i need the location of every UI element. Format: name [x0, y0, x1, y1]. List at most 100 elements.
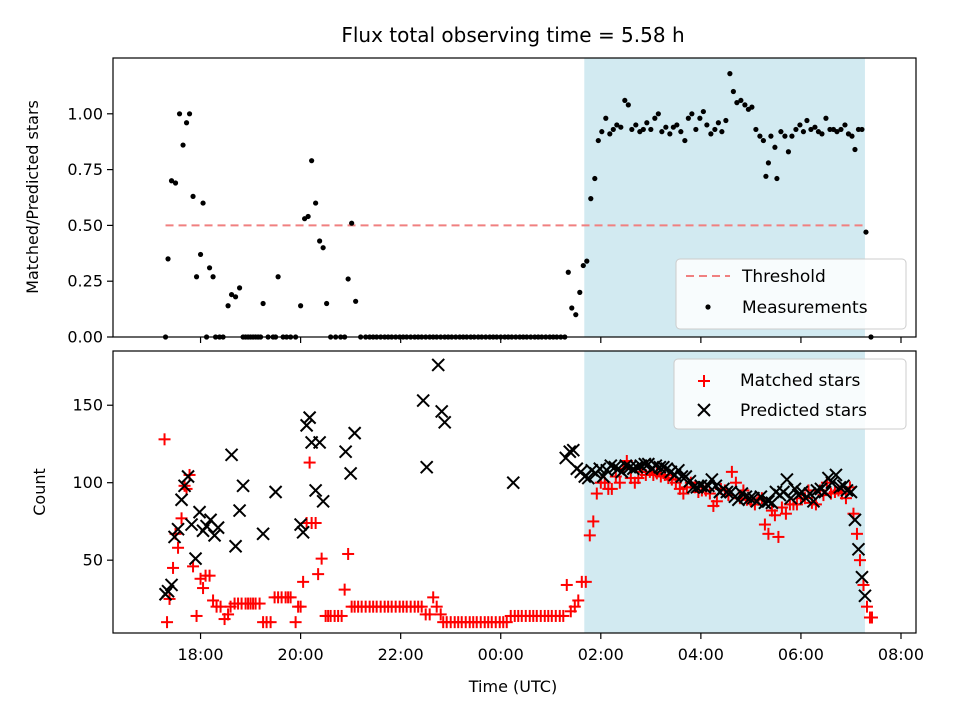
measurement-point [682, 137, 688, 144]
legend-matched-label: Matched stars [740, 371, 860, 391]
matched-star-marker [161, 616, 174, 629]
predicted-star-marker [506, 475, 520, 490]
matched-star-marker [865, 611, 878, 624]
measurement-point [573, 312, 579, 318]
matched-star-marker [853, 554, 866, 567]
measurement-point [804, 117, 810, 124]
matched-star-marker [772, 530, 785, 543]
measurement-point [800, 129, 807, 135]
y-tick-label: 0.75 [67, 160, 103, 179]
matched-star-marker [605, 482, 618, 495]
measurement-point [584, 258, 590, 264]
measurement-point [309, 158, 315, 164]
predicted-star-marker [825, 475, 839, 490]
matched-star-marker [315, 552, 328, 565]
predicted-star-marker [855, 570, 869, 584]
predicted-star-marker [675, 469, 689, 484]
measurement-point [193, 274, 200, 280]
matched-star-marker [850, 527, 863, 540]
predicted-star-marker [299, 418, 314, 433]
measurement-point [685, 115, 691, 121]
measurement-point [577, 289, 583, 295]
measurement-point [607, 131, 613, 137]
predicted-star-marker [833, 480, 847, 495]
predicted-star-marker [296, 525, 310, 539]
matched-star-marker [197, 582, 210, 595]
predicted-star-marker [302, 410, 317, 425]
x-tick-label: 22:00 [378, 645, 424, 664]
bottom-x-ticks: 18:00 20:00 22:00 00:00 02:00 04:00 06:00 08:00 [177, 633, 924, 664]
matched-star-marker [158, 433, 171, 446]
matched-star-marker [587, 515, 600, 528]
measurement-point [200, 200, 206, 206]
measurement-point [719, 129, 725, 135]
x-tick-label: 06:00 [778, 645, 824, 664]
measurement-point [697, 115, 703, 121]
matched-star-marker [430, 600, 443, 613]
matched-star-marker [342, 547, 355, 560]
bottom-y-ticks: 50 100 150 [72, 396, 113, 570]
y-tick-label: 0.00 [67, 328, 103, 347]
measurement-point [700, 108, 706, 115]
measurement-point [689, 111, 695, 117]
predicted-star-marker [236, 479, 250, 493]
measurement-point [859, 126, 865, 133]
top-y-axis-label: Matched/Predicted stars [23, 100, 42, 294]
predicted-star-marker [338, 445, 353, 459]
predicted-star-marker [181, 469, 195, 484]
measurement-point [723, 117, 729, 124]
matched-star-marker [190, 609, 203, 622]
measurement-point [789, 133, 795, 139]
top-legend: Threshold Measurements [675, 258, 907, 330]
measurement-point [349, 220, 355, 226]
predicted-star-marker [416, 393, 430, 408]
measurement-point [648, 126, 654, 133]
predicted-star-marker [437, 415, 452, 429]
measurement-point [588, 196, 594, 202]
top-panel: 0.00 0.25 0.50 0.75 1.00 Matched/Predicted s… [23, 57, 917, 347]
predicted-star-marker [174, 493, 189, 507]
predicted-star-marker [268, 485, 283, 499]
measurement-point [760, 137, 767, 144]
measurement-point [749, 104, 755, 110]
measurement-point [793, 126, 799, 133]
legend-threshold-label: Threshold [741, 267, 826, 287]
predicted-star-marker [184, 517, 199, 532]
measurement-point [655, 111, 661, 117]
predicted-star-marker [563, 445, 577, 459]
measurement-point [275, 274, 281, 280]
predicted-star-marker [596, 469, 611, 484]
measurement-point [772, 144, 778, 150]
measurement-point [812, 124, 818, 130]
predicted-star-marker [211, 520, 225, 535]
predicted-star-marker [788, 482, 802, 496]
measurement-point [610, 126, 616, 133]
predicted-star-marker [851, 542, 866, 557]
x-tick-label: 08:00 [878, 645, 924, 664]
legend-predicted-swatch [697, 403, 711, 417]
matched-star-marker [207, 594, 220, 607]
x-tick-label: 04:00 [678, 645, 724, 664]
measurement-point [324, 300, 330, 307]
matched-star-marker [762, 527, 775, 540]
measurement-point [782, 133, 788, 139]
measurement-point [625, 102, 631, 108]
measurement-point [734, 100, 740, 106]
measurement-point [765, 160, 772, 166]
matched-star-marker [415, 600, 428, 613]
measurement-point [618, 124, 624, 130]
y-tick-label: 0.50 [67, 216, 103, 235]
measurement-point [778, 129, 784, 135]
measurement-point [708, 131, 714, 137]
predicted-star-marker [743, 491, 757, 505]
measurement-point [633, 122, 639, 128]
measurement-point [693, 126, 699, 133]
predicted-star-marker [761, 494, 776, 509]
predicted-star-marker [177, 479, 192, 493]
measurement-point [678, 129, 684, 135]
predicted-star-marker [228, 539, 243, 553]
measurement-point [345, 276, 351, 282]
measurement-point [640, 126, 646, 133]
predicted-star-marker [806, 494, 821, 509]
